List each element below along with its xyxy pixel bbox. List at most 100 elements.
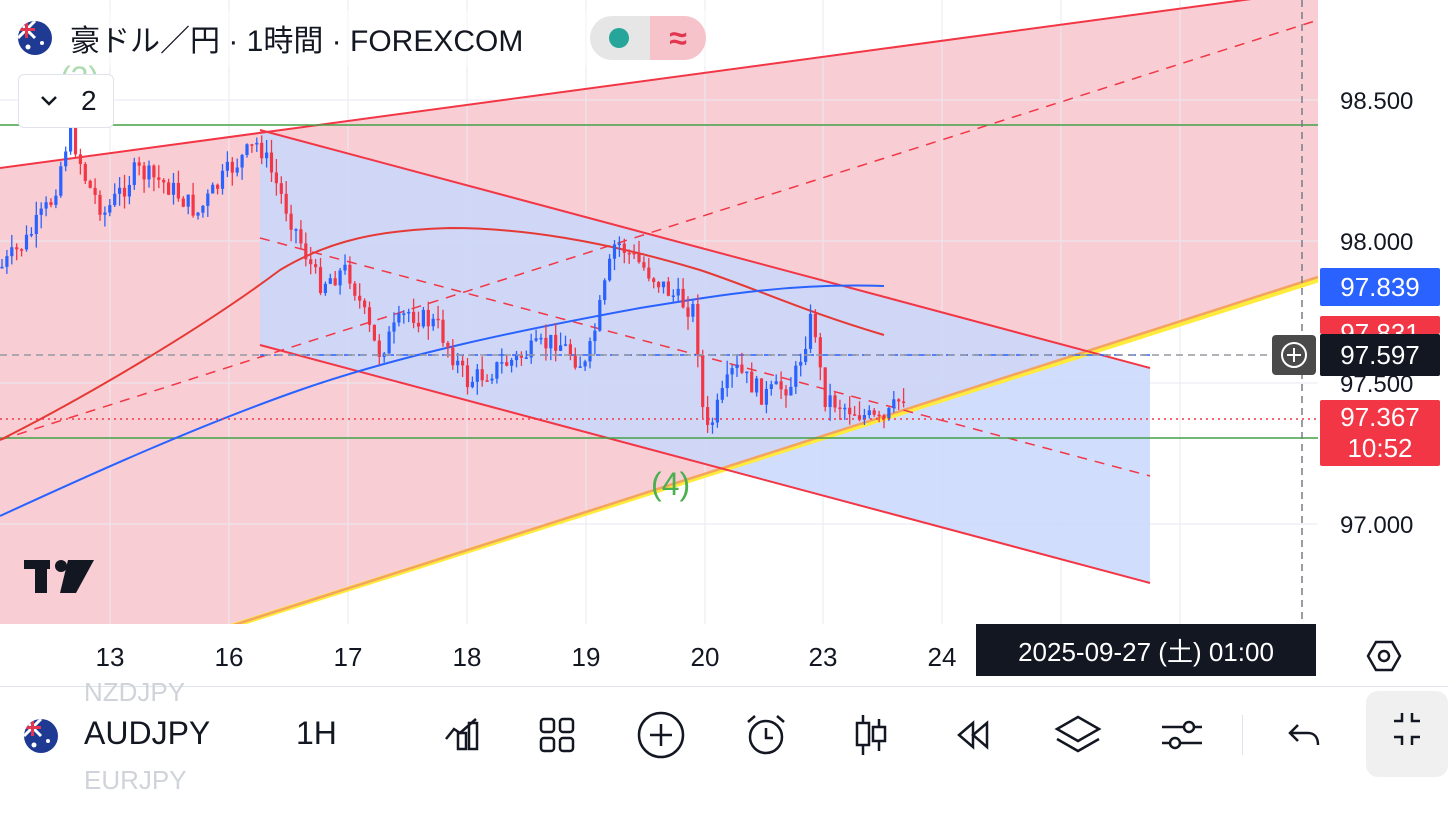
candle-body [59,166,63,196]
moving-average-red [0,226,885,441]
candle-body [323,283,327,294]
settings-sliders-icon[interactable] [1156,709,1208,761]
candle-body [676,288,680,296]
candle-body [0,266,4,269]
wave-4-label: (4) [651,466,691,502]
candle-body [387,331,391,354]
date-label-23: 23 [808,642,838,672]
candle-body [627,252,631,255]
australia-flag-icon [24,719,58,753]
add-icon[interactable] [635,709,687,761]
candle-body [328,278,332,284]
candle-body [103,212,107,215]
candle-body [882,415,886,419]
candle-body [681,288,685,308]
candle-body [534,338,538,341]
candle-body [441,319,445,343]
crosshair-date-label: 2025-09-27 (土) 01:00 [976,624,1316,676]
candle-body [608,258,612,281]
last-price-tag: 97.367 10:52 [1320,400,1440,466]
replay-icon[interactable] [947,709,999,761]
collapse-count: 2 [81,85,97,116]
candle-body [887,408,891,419]
chart-legend[interactable]: 豪ドル／円 · 1時間 · FOREXCOM ≈ [12,10,720,66]
candle-body [240,154,244,168]
candle-body [181,198,185,207]
candle-body [44,202,48,209]
candle-body [225,161,229,171]
date-label-24: 24 [927,642,957,672]
candle-body [333,278,337,286]
candle-body [186,194,190,207]
candle-body [363,300,367,308]
candle-body [421,309,425,327]
candle-body [524,357,528,359]
candle-body [622,243,626,253]
candle-body [73,120,78,155]
candle-body [39,208,43,215]
indicators-icon[interactable] [436,709,488,761]
candle-body [245,144,249,155]
hidden-price-tag: 97.831 [1320,316,1440,334]
exit-fullscreen-button[interactable] [1366,691,1448,777]
candle-body [588,341,592,362]
date-label-19: 19 [571,642,601,672]
alert-clock-icon[interactable] [740,709,792,761]
price-label-98000: 98.000 [1340,229,1414,256]
candle-body [730,368,734,375]
ema-price-tag: 97.839 [1320,268,1440,306]
candle-body [818,337,822,368]
candle-body [843,407,847,410]
candle-body [490,378,494,381]
candle-body [784,389,788,396]
candle-body [93,187,97,195]
candle-body [113,193,117,206]
candle-body [289,213,293,230]
candle-body [10,247,14,257]
layout-grid-icon[interactable] [531,709,583,761]
undo-icon[interactable] [1278,709,1330,761]
ascending-channel-upper [0,0,1252,169]
candle-body [529,340,533,358]
collapse-indicators-button[interactable]: 2 [18,74,114,128]
candle-body [794,365,798,387]
layers-icon[interactable] [1052,709,1104,761]
candle-body [657,281,661,288]
descending-channel-median [259,237,1151,477]
date-label-16: 16 [214,642,244,672]
candle-body [578,366,582,368]
candle-body [573,355,577,368]
candle-body [176,182,180,199]
candle-body [171,182,176,195]
candle-body [745,371,749,374]
ascending-channel-median [0,19,1318,441]
date-label-17: 17 [333,642,363,672]
candle-body [740,364,744,373]
candle-body [544,337,548,349]
candle-body [671,295,675,297]
candle-body [426,309,430,327]
candle-body [632,252,636,255]
candle-body [495,362,499,379]
candle-body [152,165,156,178]
price-chart[interactable] [0,0,1448,686]
add-alert-button[interactable] [1272,335,1316,375]
candle-body [69,120,73,152]
descending-channel-upper [259,129,1151,369]
candle-body [853,414,857,416]
candle-body [162,179,166,183]
chevron-down-icon [41,96,57,106]
interval-selector[interactable]: 1H [296,715,337,751]
candle-body [358,295,362,301]
chart-settings-icon[interactable] [1364,636,1404,676]
symbol-selector[interactable]: AUDJPY [84,715,211,751]
candle-body [24,234,29,250]
countdown-timer: 10:52 [1347,433,1413,463]
status-pill[interactable]: ≈ [590,16,706,60]
candles [0,107,906,434]
candle-body [897,399,901,402]
candle-body [902,401,906,403]
candle-body [206,193,210,206]
candles-icon[interactable] [845,709,897,761]
candle-body [612,244,617,259]
